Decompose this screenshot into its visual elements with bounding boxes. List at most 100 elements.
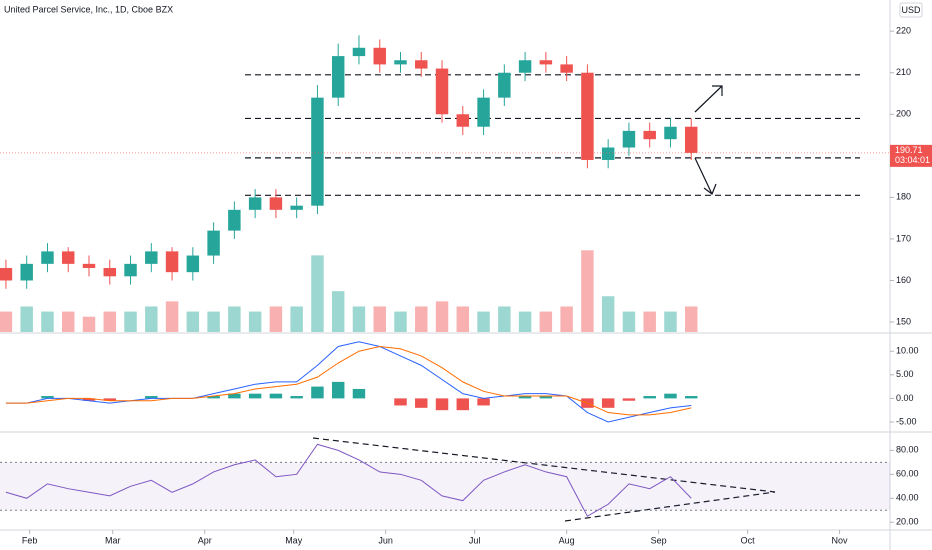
histogram-bar bbox=[352, 388, 366, 399]
x-tick-label: Nov bbox=[832, 535, 849, 545]
y-tick-label: 60.00 bbox=[896, 469, 919, 479]
volume-bar bbox=[394, 311, 407, 332]
y-tick-label: 0.00 bbox=[896, 393, 914, 403]
last-price-label: 190.71 bbox=[895, 145, 923, 155]
candle-body bbox=[685, 126, 698, 153]
histogram-bar bbox=[82, 398, 96, 401]
up-arrow bbox=[694, 85, 723, 113]
y-tick-label: 170 bbox=[896, 233, 911, 243]
histogram-bar bbox=[539, 396, 553, 399]
histogram-bar bbox=[41, 396, 54, 399]
volume-bar bbox=[41, 311, 54, 332]
y-tick-label: 180 bbox=[896, 192, 911, 202]
currency-button[interactable] bbox=[899, 2, 923, 18]
y-tick-label: -5.00 bbox=[896, 416, 917, 426]
candle-body bbox=[415, 60, 428, 69]
candle-body bbox=[186, 255, 200, 273]
volume-bar bbox=[601, 296, 615, 332]
trend-line bbox=[312, 437, 776, 493]
macd-line bbox=[5, 345, 692, 416]
volume-bar bbox=[331, 291, 345, 332]
candle-body bbox=[248, 197, 262, 210]
volume-bar bbox=[311, 255, 324, 332]
annotations bbox=[312, 85, 776, 522]
candle-body bbox=[643, 130, 656, 140]
candle-body bbox=[124, 263, 137, 277]
histogram-bar bbox=[685, 396, 698, 399]
histogram-bar bbox=[248, 393, 262, 399]
candle-body bbox=[331, 56, 345, 98]
histogram-bar bbox=[394, 398, 407, 406]
candle-body bbox=[664, 126, 677, 140]
candle-body bbox=[269, 197, 283, 210]
histogram-bar bbox=[601, 398, 615, 408]
candle-body bbox=[145, 251, 158, 264]
chart-title: United Parcel Service, Inc., 1D, Cboe BZ… bbox=[4, 4, 173, 14]
candle-body bbox=[207, 230, 220, 256]
candle-body bbox=[601, 147, 615, 160]
y-tick-label: 150 bbox=[896, 316, 911, 326]
candle-body bbox=[20, 263, 33, 281]
histogram-bar bbox=[103, 398, 116, 401]
volume-bar bbox=[518, 311, 532, 332]
volume-bar bbox=[622, 311, 636, 332]
volume-bar bbox=[290, 306, 303, 332]
candle-body bbox=[165, 251, 179, 273]
last-price-tag bbox=[890, 144, 932, 167]
candle-body bbox=[477, 97, 490, 127]
histogram-bar bbox=[435, 398, 449, 411]
x-tick-label: Apr bbox=[198, 535, 212, 545]
volume-bar bbox=[145, 306, 158, 332]
candle-body bbox=[394, 60, 407, 65]
y-tick-label: 80.00 bbox=[896, 445, 919, 455]
histogram-bar bbox=[456, 398, 470, 411]
histogram-bar bbox=[228, 393, 241, 399]
y-tick-label: 200 bbox=[896, 109, 911, 119]
x-tick-label: Sep bbox=[651, 535, 667, 545]
histogram-bar bbox=[269, 393, 283, 399]
volume-bar bbox=[664, 311, 677, 332]
down-arrow bbox=[694, 157, 717, 195]
volume-bar bbox=[498, 306, 511, 332]
volume-bar bbox=[373, 306, 386, 332]
currency-label: USD bbox=[901, 5, 921, 15]
countdown-label: 03:04:01 bbox=[895, 155, 930, 165]
x-tick-label: Aug bbox=[559, 535, 575, 545]
candle-body bbox=[228, 209, 241, 231]
y-tick-label: 40.00 bbox=[896, 493, 919, 503]
y-tick-label: 160 bbox=[896, 275, 911, 285]
candle-body bbox=[352, 47, 366, 57]
volume-bar bbox=[477, 311, 490, 332]
candle-body bbox=[311, 97, 324, 206]
x-tick-label: Jun bbox=[378, 535, 393, 545]
histogram-bar bbox=[518, 396, 532, 399]
histogram-bar bbox=[290, 396, 303, 399]
candle-body bbox=[518, 60, 532, 73]
volume-bar bbox=[165, 301, 179, 332]
rsi-band bbox=[0, 462, 890, 511]
y-tick-label: 220 bbox=[896, 26, 911, 36]
candle-body bbox=[581, 72, 594, 160]
volume-bar bbox=[20, 306, 33, 332]
histogram-bar bbox=[622, 398, 636, 401]
candle-body bbox=[103, 268, 116, 277]
candle-body bbox=[539, 60, 553, 65]
candle-body bbox=[41, 251, 54, 264]
candle-body bbox=[62, 251, 75, 264]
histogram-bar bbox=[207, 396, 220, 399]
y-tick-label: 10.00 bbox=[896, 346, 919, 356]
volume-bar bbox=[415, 306, 428, 332]
volume-bar bbox=[62, 311, 75, 332]
candle-body bbox=[290, 205, 303, 210]
trend-line bbox=[564, 491, 776, 522]
histogram-bar bbox=[643, 396, 656, 399]
volume-bar bbox=[248, 311, 262, 332]
volume-bar bbox=[581, 250, 594, 332]
histogram-bar bbox=[664, 393, 677, 399]
volume-bar bbox=[539, 311, 553, 332]
volume-bar bbox=[560, 306, 573, 332]
macd-line bbox=[5, 341, 692, 423]
histogram-bar bbox=[145, 396, 158, 399]
